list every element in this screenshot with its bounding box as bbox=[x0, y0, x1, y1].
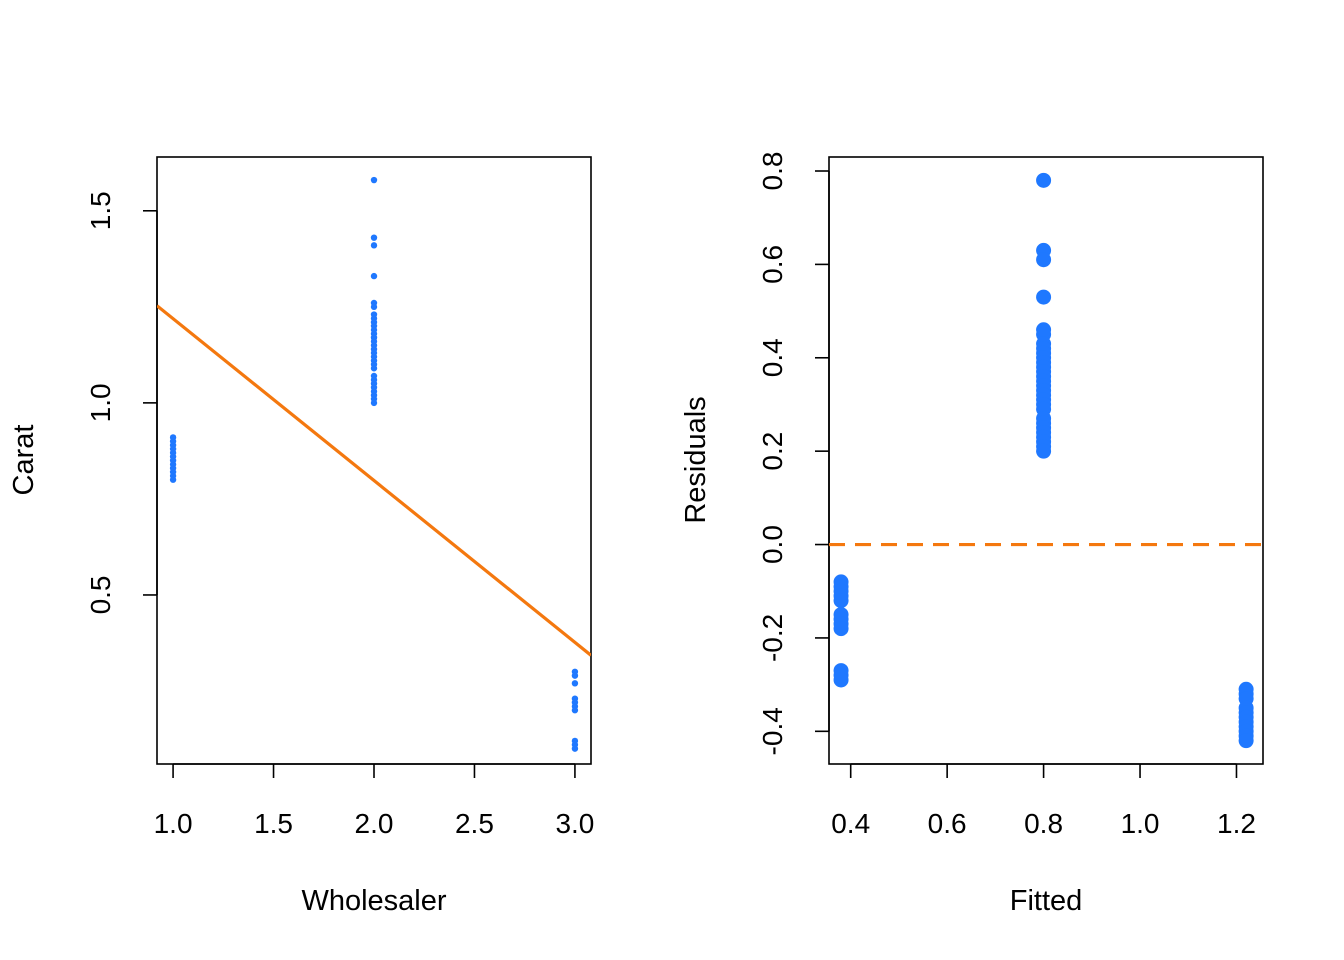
panel-1-y-tick-label: -0.2 bbox=[757, 614, 788, 662]
panel-1-data-point bbox=[1036, 252, 1052, 268]
panel-0-data-point bbox=[370, 399, 378, 407]
panel-1-y-tick-label: -0.4 bbox=[757, 707, 788, 755]
panel-0-y-tick-label: 1.0 bbox=[85, 383, 116, 422]
panel-0-data-point bbox=[370, 176, 378, 184]
carat-vs-wholesaler-panel: 1.0 1.5 2.0 2.5 3.0 0.5 1.0 1.5 Wholesaler Cara… bbox=[8, 156, 594, 917]
panel-0-y-axis-label: Carat bbox=[8, 425, 40, 496]
panel-0-x-tick-label: 1.5 bbox=[254, 808, 293, 839]
panel-1-plot-area: 0.4 0.6 0.8 1.0 1.2 -0.4 -0.2 0.0 0.2 0.4 0.6 0.8 bbox=[757, 152, 1264, 839]
panel-0-data-point bbox=[571, 707, 579, 714]
panel-0-data-point bbox=[169, 476, 177, 483]
panel-1-y-tick-label: 0.2 bbox=[757, 432, 788, 471]
panel-1-x-axis-label: Fitted bbox=[1010, 885, 1083, 917]
panel-0-data-point bbox=[370, 272, 378, 280]
panel-1-x-tick-label: 0.6 bbox=[928, 808, 967, 839]
panel-0-plot-area: 1.0 1.5 2.0 2.5 3.0 0.5 1.0 1.5 bbox=[85, 156, 594, 839]
panel-0-y-tick-label: 0.5 bbox=[85, 575, 116, 614]
panel-0-x-tick-label: 2.0 bbox=[355, 808, 394, 839]
panel-0-x-tick-label: 3.0 bbox=[555, 808, 594, 839]
panel-1-data-point bbox=[833, 593, 849, 609]
panel-0-regression-line bbox=[157, 304, 591, 657]
panel-1-data-point bbox=[833, 672, 849, 688]
panel-1-y-axis-label: Residuals bbox=[680, 396, 712, 523]
panel-1-y-tick-label: 0.8 bbox=[757, 152, 788, 191]
panel-1-data-point bbox=[1238, 733, 1254, 749]
panel-1-x-tick-label: 1.0 bbox=[1121, 808, 1160, 839]
panel-1-y-tick-label: 0.4 bbox=[757, 338, 788, 377]
panel-1-x-tick-label: 0.8 bbox=[1024, 808, 1063, 839]
panel-0-y-tick-label: 1.5 bbox=[85, 191, 116, 230]
panel-1-y-tick-label: 0.6 bbox=[757, 245, 788, 284]
panel-0-data-point bbox=[571, 745, 579, 752]
panel-0-data-point bbox=[370, 303, 378, 311]
panel-1-data-point bbox=[1036, 172, 1052, 188]
panel-0-data-point bbox=[370, 365, 378, 372]
panel-1-x-tick-label: 0.4 bbox=[831, 808, 870, 839]
panel-0-data-point bbox=[571, 680, 579, 687]
panel-0-x-axis-label: Wholesaler bbox=[301, 885, 446, 917]
panel-1-data-point bbox=[1036, 443, 1052, 459]
panel-1-y-tick-label: 0.0 bbox=[757, 525, 788, 564]
panel-0-data-point bbox=[571, 672, 579, 679]
panel-0-data-point bbox=[370, 242, 378, 249]
panel-1-data-point bbox=[833, 621, 849, 637]
panel-1-data-point bbox=[1036, 289, 1052, 305]
panel-0-x-tick-label: 1.0 bbox=[154, 808, 193, 839]
residuals-vs-fitted-panel: 0.4 0.6 0.8 1.0 1.2 -0.4 -0.2 0.0 0.2 0.4 0.6 0.8 F… bbox=[680, 152, 1264, 917]
panel-0-x-tick-label: 2.5 bbox=[455, 808, 494, 839]
panel-1-x-tick-label: 1.2 bbox=[1217, 808, 1256, 839]
panel-0-data-point bbox=[370, 234, 378, 241]
